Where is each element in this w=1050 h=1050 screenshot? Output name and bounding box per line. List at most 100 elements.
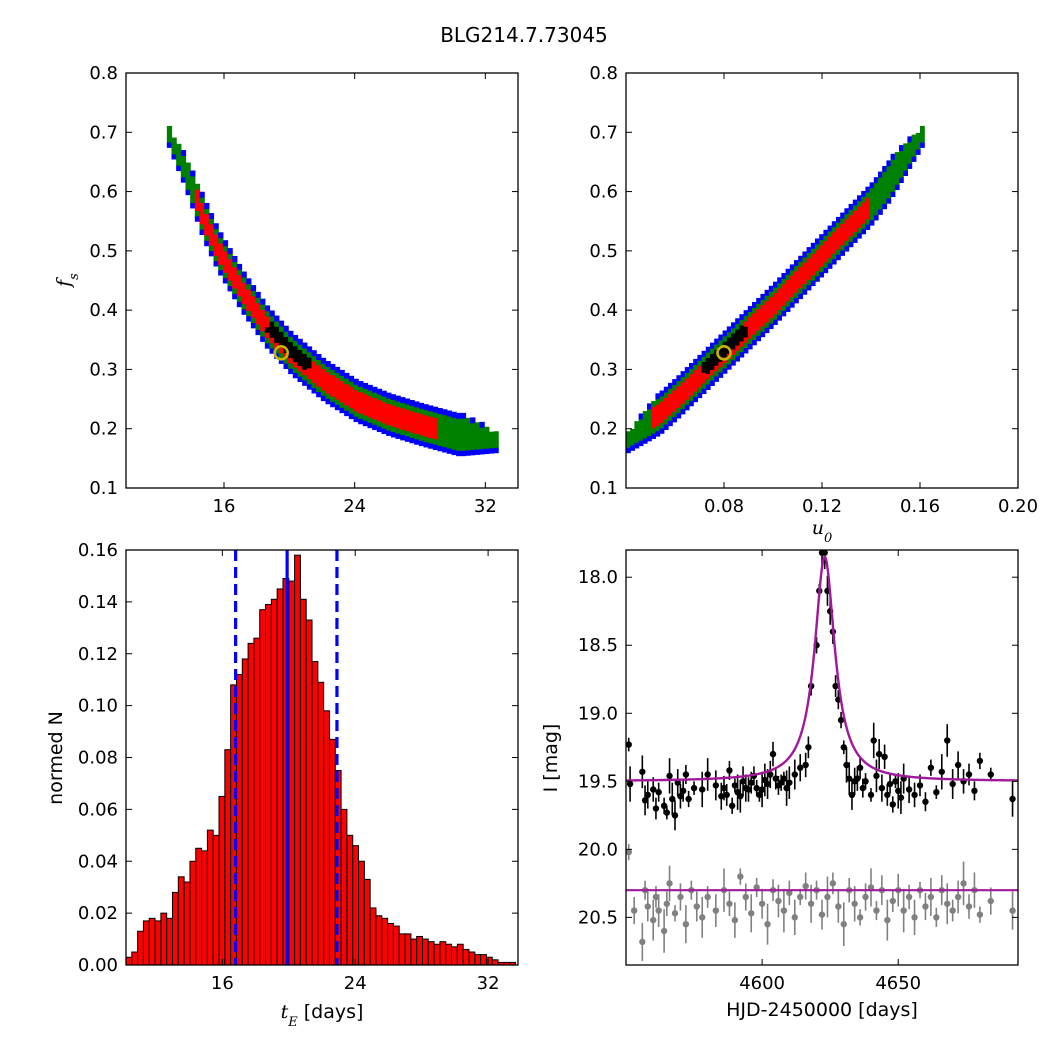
heatmap-cell <box>311 376 317 383</box>
heatmap-cell <box>861 212 866 219</box>
heatmap-cell <box>432 444 439 451</box>
heatmap-cell <box>432 412 439 418</box>
heatmap-cell <box>241 308 247 315</box>
heatmap-cell <box>857 232 862 239</box>
heatmap-cell <box>320 368 327 375</box>
heatmap-cell <box>768 291 774 298</box>
heatmap-cell <box>372 392 378 399</box>
heatmap-cell <box>848 225 854 232</box>
y-tick-label: 0.14 <box>78 592 118 613</box>
heatmap-cell <box>353 378 359 385</box>
heatmap-cell <box>810 274 816 281</box>
heatmap-cell <box>647 408 652 415</box>
heatmap-cell <box>886 160 892 167</box>
heatmap-cell <box>306 362 313 369</box>
heatmap-cell <box>777 288 782 294</box>
heatmap-cell <box>827 236 833 243</box>
heatmap-cell <box>362 404 369 411</box>
datapoint-series1 <box>875 750 883 758</box>
x-tick-label: 32 <box>474 496 497 517</box>
datapoint-series1 <box>922 798 929 805</box>
heatmap-cell <box>320 363 327 370</box>
datapoint-series1 <box>846 775 853 782</box>
heatmap-cell <box>726 337 732 344</box>
heatmap-cell <box>325 371 331 378</box>
heatmap-cell <box>367 400 373 407</box>
histogram-bar <box>125 956 133 966</box>
heatmap-cell <box>810 248 816 255</box>
heatmap-cell <box>311 350 317 357</box>
heatmap-cell <box>659 411 665 418</box>
histogram-bar <box>137 930 144 966</box>
datapoint-series1 <box>987 771 994 778</box>
y-tick-label: 19.5 <box>578 771 618 792</box>
heatmap-cell <box>180 160 187 167</box>
heatmap-cell <box>651 406 656 413</box>
heatmap-cell <box>236 269 243 276</box>
heatmap-cell <box>705 357 711 364</box>
heatmap-cell <box>630 428 635 435</box>
heatmap-cell <box>250 311 257 318</box>
heatmap-cell <box>831 237 837 244</box>
heatmap-cell <box>836 227 841 234</box>
heatmap-cell <box>423 409 429 416</box>
heatmap-cell <box>827 230 833 237</box>
y-tick-label: 0.08 <box>78 748 118 769</box>
heatmap-cell <box>432 406 439 413</box>
heatmap-cell <box>781 294 787 301</box>
heatmap-cell <box>722 346 728 353</box>
heatmap-cell <box>752 323 757 330</box>
heatmap-cell <box>697 381 703 388</box>
heatmap-cell <box>288 352 294 359</box>
heatmap-cell <box>334 404 341 411</box>
heatmap-cell <box>886 187 892 194</box>
lightcurve-content <box>626 550 1018 961</box>
heatmap-cell <box>680 403 686 410</box>
heatmap-cell <box>316 386 322 392</box>
heatmap-cell <box>815 243 820 250</box>
heatmap-cell <box>760 293 766 300</box>
heatmap-cell <box>274 320 280 327</box>
heatmap-cell <box>190 202 196 209</box>
heatmap-cell <box>823 240 829 247</box>
heatmap-cell <box>348 397 355 404</box>
y-tick-label: 0.4 <box>589 300 618 321</box>
heatmap-cell <box>710 380 715 386</box>
heatmap-cell <box>798 282 803 289</box>
heatmap-cell <box>236 285 243 292</box>
histogram-bar <box>241 658 249 966</box>
heatmap-cell <box>655 403 661 410</box>
heatmap-cell <box>836 216 841 223</box>
datapoint-series1 <box>848 791 856 799</box>
heatmap-cell <box>278 347 285 354</box>
heatmap-cell <box>241 282 247 289</box>
heatmap-cell <box>731 333 736 339</box>
heatmap-cell <box>869 219 875 226</box>
heatmap-cell <box>204 224 210 231</box>
heatmap-cell <box>474 438 481 445</box>
heatmap-cell <box>414 428 420 435</box>
heatmap-cell <box>260 303 266 310</box>
heatmap-cell <box>710 348 715 354</box>
heatmap-cell <box>899 166 904 173</box>
heatmap-cell <box>418 413 425 420</box>
heatmap-cell <box>460 439 467 446</box>
heatmap-cell <box>781 278 787 285</box>
heatmap-cell <box>764 289 770 296</box>
heatmap-cell <box>428 442 434 449</box>
heatmap-cell <box>802 272 808 279</box>
histogram-bar <box>416 935 423 966</box>
heatmap-cell <box>840 223 845 230</box>
heatmap-cell <box>442 446 448 453</box>
heatmap-cell <box>376 394 383 401</box>
datapoint-series1 <box>731 782 739 789</box>
heatmap-cell <box>731 354 736 361</box>
heatmap-cell <box>819 239 824 246</box>
heatmap-cell <box>404 403 411 410</box>
panel-te-histogram: 16 24 32 0.00 0.02 0.04 0.06 0.08 0.10 0.12 0.14 0.… <box>45 540 519 1030</box>
heatmap-cell <box>241 303 247 310</box>
heatmap-cell <box>474 432 481 439</box>
heatmap-cell <box>777 309 782 316</box>
heatmap-cell <box>460 428 467 435</box>
